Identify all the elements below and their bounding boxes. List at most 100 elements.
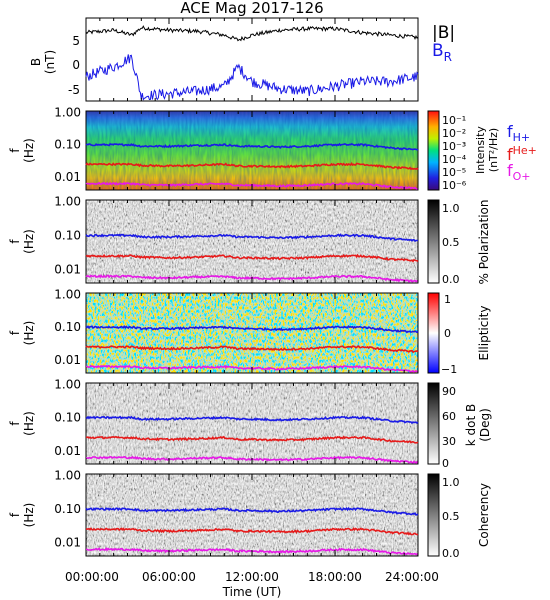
- intensity-bar-tick-1: 10⁻¹: [442, 114, 466, 127]
- kdotb-bar-tick-0: 0: [442, 457, 449, 470]
- legend-fo: fO+: [507, 161, 531, 183]
- legend-fhe-f: f: [507, 145, 513, 164]
- intensity-bar-tick-3: 10⁻³: [442, 140, 466, 153]
- f-h-line-panel-6: [85, 506, 419, 516]
- polarization-image: [86, 200, 418, 283]
- intensity-bar-tick-4: 10⁻⁴: [442, 153, 467, 166]
- f-h-line-panel-4: [85, 325, 419, 334]
- freq-ytick-panel-5-0: 1.00: [54, 377, 81, 391]
- kdotb-panel: 90 60 30 0 k dot B (Deg): [85, 382, 492, 470]
- total-field-line: [85, 25, 419, 42]
- legend-fhe: fHe+: [507, 144, 537, 164]
- legend-fh-sub: H+: [513, 131, 531, 144]
- kdotb-bar-tick-90: 90: [442, 385, 456, 398]
- f-h-line-panel-2: [85, 142, 419, 151]
- ellipticity-image: [86, 293, 418, 373]
- kdotb-bar-label: k dot B: [464, 404, 478, 446]
- ellipticity-bar-tick-neg1: −1: [441, 363, 457, 376]
- intensity-bar-tick-2: 10⁻²: [442, 127, 466, 140]
- f-h-line-panel-5: [85, 415, 419, 425]
- kdotb-bar-unit: (Deg): [478, 408, 492, 442]
- kdotb-bar-tick-60: 60: [442, 410, 456, 423]
- intensity-bar-unit: (nT²/Hz): [487, 128, 500, 172]
- ellipticity-bar-tick-0: 0: [444, 327, 451, 340]
- f-he-line-panel-3: [85, 253, 419, 263]
- field-ytick-neg5: -5: [68, 83, 80, 97]
- f-he-line-panel-4: [85, 345, 419, 354]
- freq-ylabel-unit-panel-4: (Hz): [22, 321, 36, 346]
- field-panel: B (nT) 5 0 -5 |B| BR: [29, 17, 455, 102]
- kdotb-colorbar: [427, 382, 440, 465]
- freq-ylabel-unit-panel-2: (Hz): [22, 138, 36, 163]
- time-tick-12: 12:00:00: [225, 570, 279, 584]
- coherency-bar-label: Coherency: [477, 483, 491, 547]
- coherency-bar-tick-05: 0.5: [442, 510, 460, 523]
- freq-ylabel-unit-panel-3: (Hz): [22, 229, 36, 254]
- f-he-line-panel-5: [85, 435, 419, 444]
- freq-ytick-panel-4-0: 1.00: [54, 287, 81, 301]
- ellipticity-colorbar: [427, 292, 440, 374]
- freq-ylabel-f-panel-5: f: [8, 421, 22, 426]
- ellipticity-bar-label: Ellipticity: [477, 306, 491, 361]
- f-he-line-panel-2: [85, 162, 419, 171]
- time-axis: 00:00:00 06:00:00 12:00:00 18:00:00 24:0…: [65, 570, 439, 599]
- field-ylabel-b: B: [29, 58, 43, 66]
- freq-axis-labels: 1.000.100.01f (Hz)1.000.100.01f (Hz)1.000.…: [8, 105, 81, 549]
- freq-ytick-panel-6-0: 1.00: [54, 468, 81, 482]
- freq-ytick-panel-6-2: 0.01: [54, 536, 81, 550]
- legend-fh-f: f: [507, 122, 513, 141]
- kdotb-image: [86, 383, 418, 464]
- time-tick-00: 00:00:00: [65, 570, 119, 584]
- freq-ylabel-f-panel-6: f: [8, 512, 22, 517]
- coherency-colorbar: [427, 473, 440, 557]
- freq-ytick-panel-2-0: 1.00: [54, 105, 81, 119]
- field-plot-frame: [85, 17, 419, 102]
- freq-ytick-panel-5-2: 0.01: [54, 444, 81, 458]
- coherency-bar-tick-1: 1.0: [442, 476, 460, 489]
- polarization-bar-tick-0: 0.0: [442, 273, 460, 286]
- polarization-bar-tick-1: 1.0: [442, 202, 460, 215]
- legend-fh: fH+: [507, 122, 530, 144]
- ellipticity-bar-tick-1: 1: [444, 293, 451, 306]
- legend-radial-field: BR: [432, 41, 452, 64]
- f-h-line-panel-3: [85, 233, 418, 242]
- coherency-panel: 1.0 0.5 0.0 Coherency: [85, 473, 491, 560]
- field-ytick-0: 0: [72, 58, 80, 72]
- freq-ytick-panel-4-1: 0.10: [54, 320, 81, 334]
- ellipticity-panel: 1 0 −1 Ellipticity: [85, 292, 491, 376]
- freq-ylabel-f-panel-2: f: [8, 148, 22, 153]
- freq-ylabel-f-panel-3: f: [8, 239, 22, 244]
- freq-ytick-panel-5-1: 0.10: [54, 411, 81, 425]
- freq-ytick-panel-2-1: 0.10: [54, 138, 81, 152]
- freq-ytick-panel-3-1: 0.10: [54, 228, 81, 242]
- intensity-bar-label: Intensity: [474, 126, 487, 174]
- legend-total-field: |B|: [432, 23, 455, 43]
- polarization-bar-tick-05: 0.5: [442, 236, 460, 249]
- time-tick-18: 18:00:00: [308, 570, 362, 584]
- intensity-colorbar: [427, 110, 440, 191]
- time-tick-24: 24:00:00: [385, 570, 439, 584]
- coherency-bar-tick-0: 0.0: [442, 547, 460, 560]
- freq-ylabel-unit-panel-6: (Hz): [22, 503, 36, 528]
- legend-fo-f: f: [507, 161, 513, 180]
- field-ytick-5: 5: [72, 34, 80, 48]
- polarization-bar-label: % Polarization: [477, 200, 491, 285]
- f-he-line-panel-6: [86, 527, 419, 536]
- freq-ytick-panel-3-2: 0.01: [54, 263, 81, 277]
- polarization-colorbar: [427, 199, 440, 284]
- freq-ytick-panel-6-1: 0.10: [54, 502, 81, 516]
- freq-ytick-panel-3-0: 1.00: [54, 194, 81, 208]
- freq-ytick-panel-2-2: 0.01: [54, 170, 81, 184]
- freq-ylabel-f-panel-4: f: [8, 330, 22, 335]
- freq-ytick-panel-4-2: 0.01: [54, 353, 81, 367]
- legend-radial-b: B: [432, 41, 444, 61]
- legend-fo-sub: O+: [513, 170, 531, 183]
- legend-radial-sub: R: [444, 50, 452, 64]
- intensity-texture: [86, 111, 418, 190]
- intensity-bar-tick-6: 10⁻⁶: [442, 179, 467, 192]
- intensity-bar-tick-5: 10⁻⁵: [442, 166, 466, 179]
- freq-ylabel-unit-panel-5: (Hz): [22, 411, 36, 436]
- polarization-panel: 1.0 0.5 0.0 % Polarization: [85, 199, 491, 286]
- kdotb-bar-tick-30: 30: [442, 435, 456, 448]
